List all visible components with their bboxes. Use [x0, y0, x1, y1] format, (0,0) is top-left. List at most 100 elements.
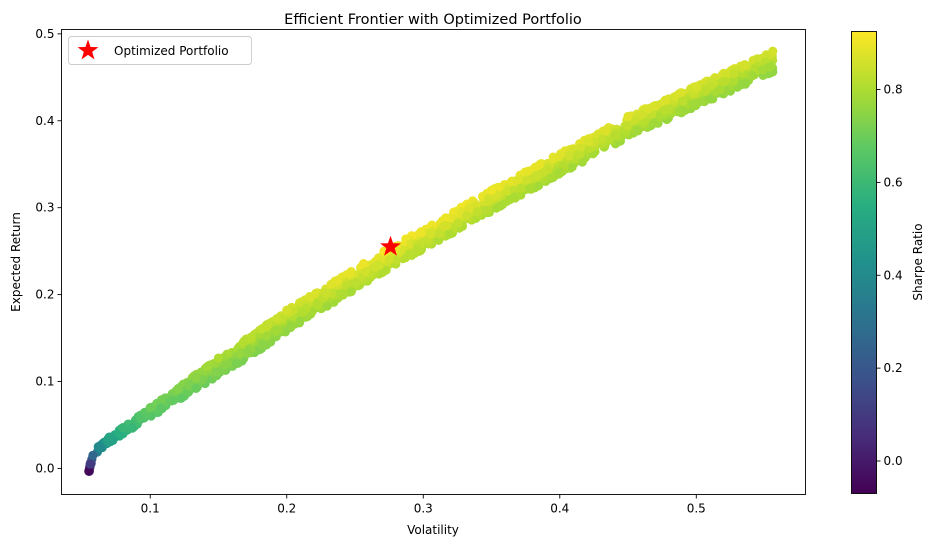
frontier-point — [88, 450, 98, 460]
frontier-point — [118, 422, 128, 433]
frontier-point — [242, 347, 253, 357]
frontier-point — [441, 213, 451, 223]
frontier-point — [597, 134, 607, 144]
frontier-point — [145, 402, 155, 413]
frontier-point — [211, 367, 221, 377]
colorbar-ticks: 0.0 0.2 0.4 0.6 0.8 — [876, 83, 903, 468]
legend-entry-optimized: Optimized Portfolio — [114, 44, 229, 58]
frontier-point — [768, 46, 778, 56]
frontier-point — [512, 175, 523, 185]
frontier-point — [483, 196, 493, 206]
legend-star-icon — [77, 39, 99, 60]
frontier-point — [689, 99, 699, 109]
frontier-point — [701, 85, 711, 95]
frontier-point — [534, 181, 544, 191]
frontier-point — [522, 166, 533, 177]
y-tick-label: 0.1 — [35, 375, 54, 389]
frontier-point — [127, 423, 137, 433]
frontier-point — [263, 320, 273, 330]
frontier-point — [649, 118, 659, 128]
frontier-point — [486, 185, 497, 195]
frontier-point — [384, 254, 394, 265]
frontier-point — [567, 162, 577, 172]
frontier-point — [747, 71, 758, 81]
frontier-point — [238, 337, 248, 347]
frontier-point — [644, 104, 654, 114]
colorbar-tick-label: 0.8 — [884, 83, 903, 97]
frontier-point — [352, 277, 362, 287]
frontier-point — [510, 192, 520, 202]
frontier-point — [286, 321, 296, 331]
x-tick-label: 0.1 — [141, 502, 160, 516]
frontier-point — [405, 250, 415, 260]
frontier-point — [737, 79, 747, 90]
frontier-point — [321, 288, 331, 298]
frontier-point — [336, 289, 346, 299]
y-axis-label: Expected Return — [9, 212, 23, 312]
frontier-point — [611, 130, 621, 141]
frontier-point — [573, 149, 583, 160]
frontier-point — [412, 245, 422, 255]
frontier-point — [706, 94, 716, 104]
frontier-point — [426, 229, 436, 239]
frontier-point — [554, 151, 564, 161]
frontier-point — [295, 316, 305, 327]
frontier-point — [434, 229, 444, 239]
frontier-point — [235, 348, 245, 358]
frontier-point — [660, 95, 670, 105]
frontier-point — [659, 106, 669, 116]
frontier-point — [502, 186, 512, 196]
frontier-point — [495, 201, 505, 211]
chart-title: Efficient Frontier with Optimized Portfo… — [284, 12, 582, 28]
frontier-point — [453, 218, 463, 228]
x-axis-label: Volatility — [407, 523, 459, 537]
frontier-point — [93, 442, 103, 452]
colorbar-tick-label: 0.2 — [884, 361, 903, 375]
frontier-point — [729, 69, 739, 79]
frontier-point — [633, 126, 643, 136]
frontier-point — [522, 175, 532, 185]
y-tick-label: 0.5 — [35, 27, 54, 41]
frontier-point — [440, 220, 450, 231]
x-tick-label: 0.4 — [550, 502, 569, 516]
frontier-point — [220, 360, 230, 370]
frontier-point — [630, 115, 640, 125]
frontier-point — [168, 395, 179, 405]
frontier-point — [764, 62, 774, 72]
frontier-point — [622, 121, 633, 131]
frontier-point — [305, 292, 315, 302]
frontier-point — [601, 125, 611, 135]
y-tick-label: 0.4 — [35, 114, 54, 128]
y-tick-label: 0.0 — [35, 461, 54, 475]
frontier-point — [84, 466, 94, 476]
frontier-point — [272, 314, 282, 324]
x-tick-label: 0.3 — [414, 502, 433, 516]
legend: Optimized Portfolio — [68, 36, 252, 65]
y-tick-label: 0.2 — [35, 288, 54, 302]
frontier-point — [173, 384, 183, 394]
frontier-point — [623, 111, 633, 122]
frontier-point — [346, 286, 356, 297]
colorbar-tick-label: 0.6 — [884, 175, 903, 189]
frontier-point — [156, 403, 166, 413]
frontier-point — [257, 340, 267, 350]
frontier-point — [273, 325, 283, 335]
y-tick-label: 0.3 — [35, 201, 54, 215]
x-tick-label: 0.5 — [687, 502, 706, 516]
y-axis: 0.0 0.1 0.2 0.3 0.4 0.5 — [35, 27, 62, 475]
frontier-point — [427, 220, 437, 230]
colorbar-gradient — [851, 31, 877, 494]
frontier-point — [480, 205, 491, 215]
frontier-point — [282, 305, 292, 315]
colorbar-tick-label: 0.4 — [884, 268, 903, 282]
frontier-point — [691, 81, 701, 92]
frontier-point — [322, 301, 332, 311]
frontier-point — [676, 88, 686, 98]
frontier-point — [584, 137, 594, 147]
frontier-point — [729, 76, 739, 86]
frontier-point — [191, 373, 201, 383]
frontier-point — [472, 206, 482, 217]
frontier-point — [720, 76, 730, 86]
frontier-point — [516, 183, 526, 193]
frontier-point — [374, 260, 384, 271]
